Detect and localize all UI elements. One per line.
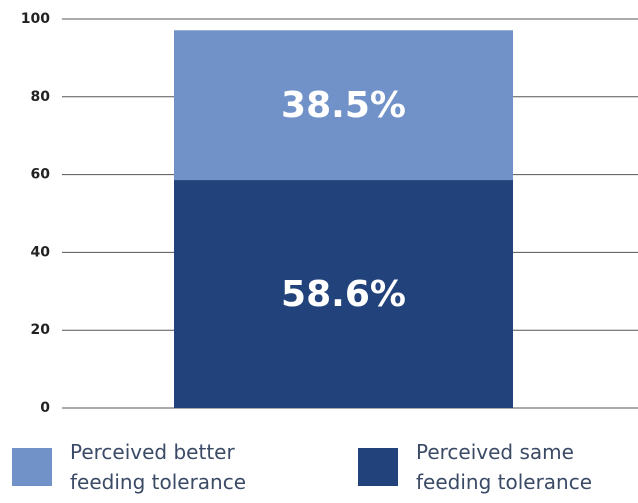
bar-segment: [174, 30, 513, 181]
value-label: 58.6%: [281, 274, 406, 315]
chart: 0 20 40 60 80 100 58.6% 38.5%: [21, 11, 638, 416]
legend-swatch: [358, 448, 398, 486]
bar-segment: [174, 180, 513, 408]
legend-label: Perceived same feeding tolerance: [416, 440, 593, 494]
legend-item: Perceived better feeding tolerance: [12, 437, 280, 497]
y-tick-label: 40: [31, 244, 51, 260]
legend-label: Perceived better feeding tolerance: [70, 440, 247, 494]
y-tick-label: 60: [31, 167, 51, 183]
legend-swatch: [12, 448, 52, 486]
legend-item: Perceived same feeding tolerance: [358, 437, 626, 497]
y-tick-label: 100: [21, 11, 50, 27]
value-label: 38.5%: [281, 85, 406, 126]
y-tick-label: 0: [40, 400, 50, 416]
y-tick-label: 20: [31, 322, 51, 338]
y-tick-label: 80: [31, 89, 51, 105]
